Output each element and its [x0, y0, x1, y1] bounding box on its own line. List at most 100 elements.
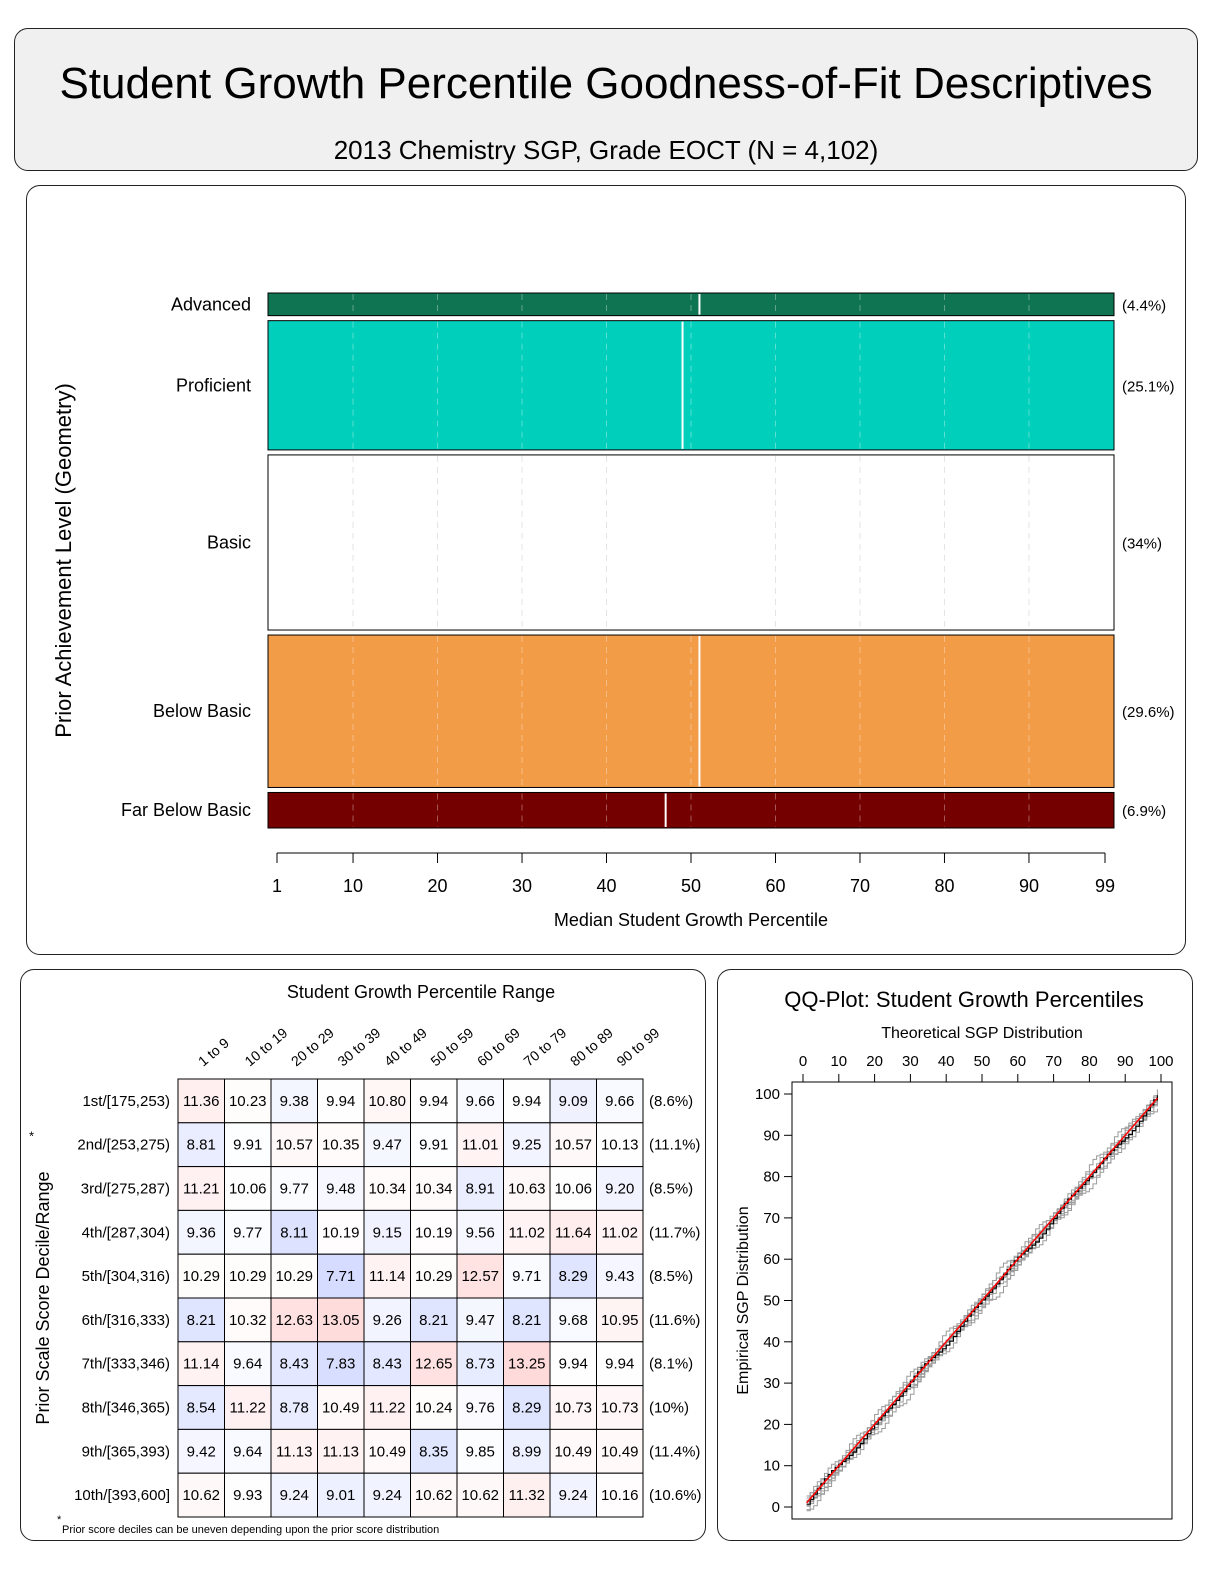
qq-x-tick-label: 90: [1117, 1053, 1134, 1070]
cell-value: 9.36: [187, 1224, 216, 1241]
cell-value: 9.91: [419, 1137, 448, 1154]
cell-value: 8.29: [512, 1400, 541, 1417]
cell-value: 8.11: [280, 1224, 308, 1241]
cell-value: 10.35: [322, 1137, 360, 1154]
cell-value: 13.25: [508, 1356, 546, 1373]
heatmap-cell: [596, 1385, 644, 1430]
qq-y-tick-label: 60: [763, 1251, 780, 1268]
cell-value: 10.62: [415, 1487, 453, 1504]
cell-value: 10.29: [229, 1268, 267, 1285]
cell-value: 9.94: [559, 1356, 588, 1373]
heatmap-cell: [456, 1297, 504, 1343]
cell-value: 8.43: [280, 1356, 309, 1373]
x-tick-label: 40: [596, 876, 616, 896]
cell-value: 10.57: [554, 1137, 592, 1154]
heatmap-cell: [363, 1122, 411, 1168]
category-label: Basic: [207, 532, 251, 552]
heatmap-cell: [177, 1078, 225, 1124]
cell-value: 10.24: [415, 1400, 453, 1417]
heatmap-title: Student Growth Percentile Range: [287, 982, 555, 1002]
column-label: 90 to 99: [613, 1024, 662, 1069]
heatmap-cell: [549, 1122, 597, 1168]
heatmap-cell: [456, 1472, 504, 1518]
cell-value: 8.43: [373, 1356, 402, 1373]
qq-y-tick-label: 70: [763, 1210, 780, 1227]
cell-value: 9.24: [280, 1487, 309, 1504]
percent-label: (29.6%): [1122, 704, 1175, 721]
cell-value: 11.32: [509, 1487, 545, 1504]
heatmap-cell: [549, 1209, 597, 1255]
cell-value: 9.47: [466, 1312, 495, 1329]
cell-value: 10.29: [415, 1268, 453, 1285]
row-percent: (11.7%): [649, 1224, 700, 1241]
column-label: 60 to 69: [474, 1024, 523, 1069]
cell-value: 10.16: [601, 1487, 639, 1504]
percent-label: (4.4%): [1122, 297, 1166, 314]
cell-value: 9.26: [373, 1312, 402, 1329]
row-label: 6th/[316,333): [82, 1312, 170, 1329]
cell-value: 11.64: [555, 1224, 591, 1241]
cell-value: 10.23: [229, 1093, 267, 1110]
heatmap-cell: [270, 1297, 318, 1343]
page-subtitle: 2013 Chemistry SGP, Grade EOCT (N = 4,10…: [333, 135, 879, 165]
heatmap-cell: [363, 1428, 411, 1474]
bar-advanced: [267, 292, 1115, 317]
heatmap-cell: [410, 1385, 458, 1430]
column-label: 40 to 49: [381, 1024, 430, 1069]
cell-value: 11.14: [369, 1268, 405, 1285]
row-percent: (8.5%): [649, 1268, 693, 1285]
qq-plot: QQ-Plot: Student Growth Percentiles Theor…: [735, 987, 1174, 1520]
cell-value: 12.63: [275, 1312, 313, 1329]
cell-value: 8.54: [187, 1400, 216, 1417]
heatmap-cell: [363, 1078, 411, 1124]
cell-value: 8.29: [559, 1268, 588, 1285]
cell-value: 9.91: [233, 1137, 262, 1154]
heatmap-cell: [596, 1166, 644, 1211]
row-percent: (8.1%): [649, 1356, 693, 1373]
cell-value: 8.99: [512, 1443, 541, 1460]
cell-value: 10.80: [368, 1093, 406, 1110]
row-percent: (11.6%): [649, 1312, 700, 1329]
category-label: Proficient: [176, 375, 251, 395]
cell-value: 10.49: [601, 1443, 639, 1460]
qq-x-tick-label: 0: [799, 1053, 807, 1070]
heatmap-cell: [503, 1341, 551, 1387]
qq-y-tick-label: 10: [763, 1458, 780, 1475]
qq-x-tick-label: 50: [974, 1053, 991, 1070]
percent-label: (6.9%): [1122, 803, 1166, 820]
cell-value: 9.24: [373, 1487, 402, 1504]
row-percent: (11.1%): [649, 1137, 700, 1154]
column-label: 20 to 29: [288, 1024, 337, 1069]
cell-value: 8.91: [466, 1181, 495, 1198]
cell-value: 11.02: [509, 1224, 545, 1241]
x-tick-label: 70: [850, 876, 870, 896]
heatmap-cell: [596, 1472, 644, 1518]
cell-value: 10.34: [415, 1181, 453, 1198]
heatmap-cell: [363, 1253, 411, 1299]
cell-value: 13.05: [322, 1312, 360, 1329]
heatmap-cell: [456, 1428, 504, 1474]
qq-replicate-line: [806, 1097, 1158, 1499]
column-label: 10 to 19: [241, 1024, 290, 1069]
heatmap-cell: [224, 1297, 272, 1343]
cell-value: 9.68: [559, 1312, 588, 1329]
heatmap-cell: [224, 1122, 272, 1168]
heatmap-cell: [456, 1166, 504, 1211]
cell-value: 10.62: [182, 1487, 220, 1504]
cell-value: 8.78: [280, 1400, 309, 1417]
column-label: 70 to 79: [520, 1024, 569, 1069]
heatmap-cell: [503, 1297, 551, 1343]
x-tick-label: 1: [272, 876, 282, 896]
cell-value: 10.73: [554, 1400, 592, 1417]
cell-value: 11.36: [183, 1093, 219, 1110]
heatmap-cell: [224, 1253, 272, 1299]
cell-value: 10.57: [275, 1137, 313, 1154]
cell-value: 10.32: [229, 1312, 267, 1329]
cell-value: 10.62: [461, 1487, 499, 1504]
cell-value: 11.14: [183, 1356, 219, 1373]
cell-value: 9.01: [326, 1487, 355, 1504]
heatmap-cell: [596, 1297, 644, 1343]
row-label: 9th/[365,393): [82, 1443, 170, 1460]
heatmap-cell: [317, 1166, 365, 1211]
row-percent: (8.6%): [649, 1093, 693, 1110]
